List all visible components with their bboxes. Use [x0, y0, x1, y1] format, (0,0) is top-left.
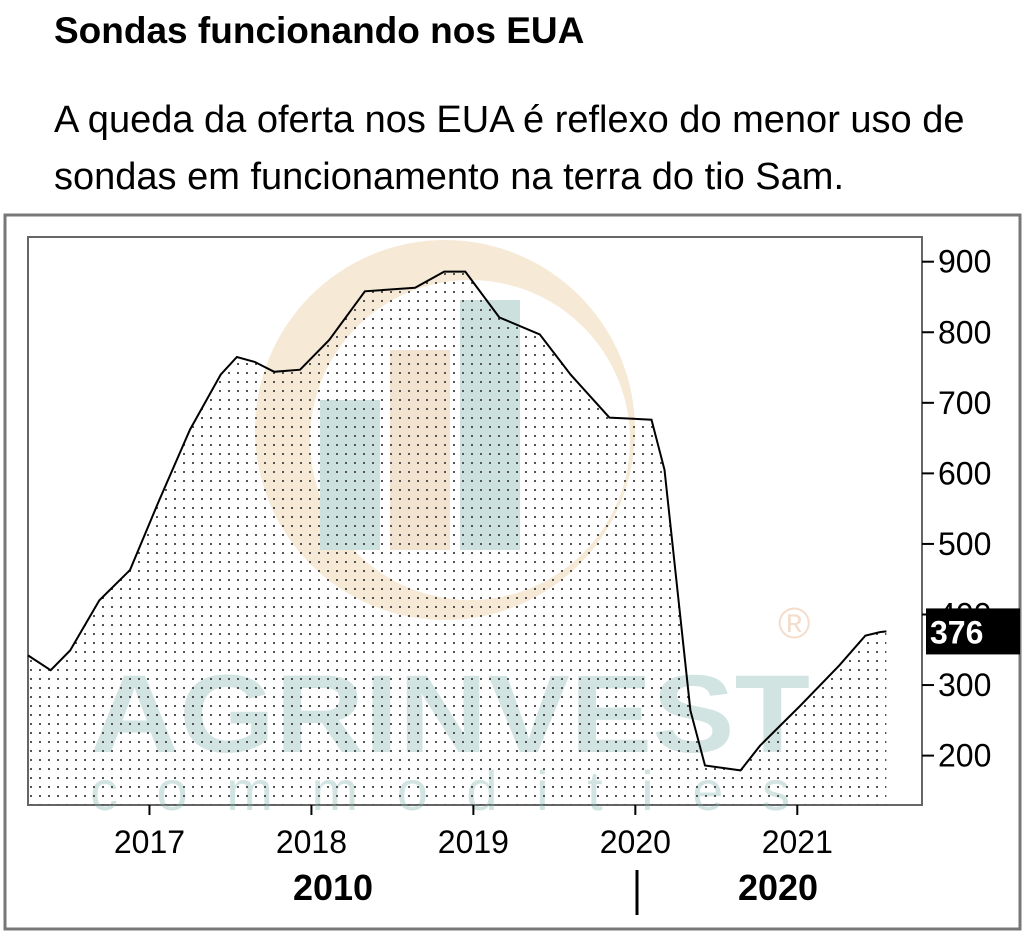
x-tick-label: 2019 — [438, 824, 509, 860]
x-tick-label: 2018 — [276, 824, 347, 860]
chart-title: Sondas funcionando nos EUA — [54, 10, 585, 51]
y-tick-label: 300 — [938, 667, 991, 703]
y-tick-label: 600 — [938, 455, 991, 491]
area-fill — [28, 271, 887, 806]
x-tick-label: 2020 — [600, 824, 671, 860]
watermark-text: ® — [778, 599, 810, 648]
last-value-box — [926, 608, 1020, 655]
period-label: 2010 — [293, 867, 373, 908]
last-value-label: 376 — [930, 614, 983, 650]
x-tick-label: 2017 — [114, 824, 185, 860]
x-tick-label: 2021 — [762, 824, 833, 860]
y-tick-label: 800 — [938, 314, 991, 350]
y-tick-label: 700 — [938, 385, 991, 421]
y-tick-label: 500 — [938, 526, 991, 562]
y-tick-label: 900 — [938, 244, 991, 280]
period-label: 2020 — [738, 867, 818, 908]
y-tick-label: 200 — [938, 738, 991, 774]
chart-subtitle: A queda da oferta nos EUA é reflexo do m… — [54, 99, 965, 198]
series-line — [27, 270, 887, 772]
